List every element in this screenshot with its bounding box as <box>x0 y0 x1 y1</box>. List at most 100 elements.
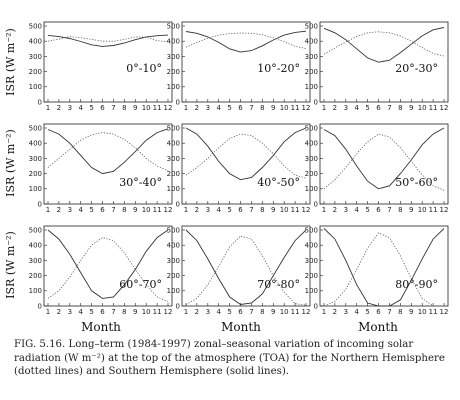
x-tick-label: 9 <box>133 206 137 214</box>
x-tick-label: 10 <box>280 104 289 112</box>
y-tick-label: 0 <box>176 98 180 106</box>
x-tick-label: 3 <box>344 104 348 112</box>
panel-frame <box>181 225 311 307</box>
x-tick-label: 12 <box>302 104 311 112</box>
x-tick-label: 7 <box>111 206 115 214</box>
x-tick-label: 6 <box>238 308 243 316</box>
panel-frame <box>181 21 311 103</box>
series-southern-hemisphere <box>323 127 445 190</box>
y-tick-label: 0 <box>176 200 180 208</box>
panel-frame <box>319 123 449 205</box>
x-tick-label: 1 <box>322 206 326 214</box>
panel-frame <box>43 225 173 307</box>
x-tick-label: 5 <box>227 104 231 112</box>
y-tick-label: 500 <box>167 226 180 234</box>
y-tick-label: 200 <box>305 68 318 76</box>
y-tick-label: 100 <box>29 185 42 193</box>
y-tick-label: 0 <box>314 98 318 106</box>
x-tick-label: 4 <box>216 104 221 112</box>
x-tick-label: 11 <box>291 104 300 112</box>
x-tick-label: 1 <box>322 104 326 112</box>
y-tick-label: 300 <box>29 53 42 61</box>
x-tick-label: 12 <box>440 206 449 214</box>
y-tick-label: 100 <box>305 287 318 295</box>
x-tick-label: 2 <box>333 104 337 112</box>
y-tick-label: 500 <box>305 226 318 234</box>
series-northern-hemisphere <box>47 36 169 43</box>
x-tick-label: 3 <box>206 206 210 214</box>
panel-title: 40°-50° <box>257 176 300 189</box>
x-tick-label: 8 <box>122 308 126 316</box>
x-axis-label-col-2: Month <box>221 320 261 334</box>
x-tick-label: 6 <box>100 206 105 214</box>
panel-title: 60°-70° <box>119 278 162 291</box>
x-tick-label: 4 <box>354 308 359 316</box>
y-axis-label-row-2: ISR (W m⁻²) <box>4 129 17 197</box>
x-tick-label: 1 <box>184 308 188 316</box>
x-tick-label: 3 <box>344 308 348 316</box>
x-tick-label: 6 <box>376 104 381 112</box>
series-northern-hemisphere <box>185 32 307 49</box>
x-tick-label: 6 <box>376 308 381 316</box>
series-southern-hemisphere <box>185 229 307 305</box>
x-tick-label: 11 <box>153 308 162 316</box>
y-tick-label: 400 <box>29 140 42 148</box>
x-tick-label: 12 <box>440 308 449 316</box>
y-tick-label: 200 <box>167 68 180 76</box>
y-axis-label-row-1: ISR (W m⁻²) <box>4 28 17 96</box>
x-tick-label: 1 <box>322 308 326 316</box>
y-tick-label: 300 <box>305 257 318 265</box>
x-tick-label: 5 <box>365 206 369 214</box>
x-tick-label: 2 <box>57 206 61 214</box>
panel-frame <box>319 21 449 103</box>
y-tick-label: 500 <box>167 124 180 132</box>
y-tick-label: 100 <box>167 83 180 91</box>
x-tick-label: 4 <box>78 104 83 112</box>
x-tick-label: 7 <box>387 206 391 214</box>
series-southern-hemisphere <box>323 27 445 63</box>
x-tick-label: 6 <box>100 308 105 316</box>
x-tick-label: 8 <box>260 104 264 112</box>
x-tick-label: 2 <box>333 308 337 316</box>
x-tick-label: 7 <box>111 104 115 112</box>
x-tick-label: 12 <box>302 206 311 214</box>
y-tick-label: 200 <box>29 68 42 76</box>
x-tick-label: 5 <box>89 308 93 316</box>
x-tick-label: 7 <box>111 308 115 316</box>
y-tick-label: 200 <box>29 272 42 280</box>
y-tick-label: 400 <box>305 242 318 250</box>
x-tick-label: 10 <box>280 206 289 214</box>
x-tick-label: 9 <box>271 206 275 214</box>
y-tick-label: 100 <box>305 83 318 91</box>
series-southern-hemisphere <box>47 229 169 299</box>
y-tick-label: 300 <box>167 155 180 163</box>
x-tick-label: 10 <box>142 104 151 112</box>
x-tick-label: 12 <box>164 104 173 112</box>
x-tick-label: 11 <box>291 206 300 214</box>
panel-frame <box>319 225 449 307</box>
panel-title: 50°-60° <box>395 176 438 189</box>
x-tick-label: 1 <box>184 104 188 112</box>
series-northern-hemisphere <box>323 232 444 307</box>
x-tick-label: 5 <box>365 308 369 316</box>
x-tick-label: 9 <box>409 104 413 112</box>
y-tick-label: 200 <box>167 170 180 178</box>
series-southern-hemisphere <box>47 34 169 47</box>
panel-title: 70°-80° <box>257 278 300 291</box>
x-tick-label: 4 <box>78 206 83 214</box>
x-tick-label: 10 <box>142 308 151 316</box>
x-tick-label: 11 <box>291 308 300 316</box>
x-tick-label: 5 <box>89 206 93 214</box>
x-tick-label: 1 <box>46 206 50 214</box>
x-tick-label: 6 <box>100 104 105 112</box>
x-tick-label: 7 <box>387 308 391 316</box>
y-tick-label: 300 <box>305 155 318 163</box>
y-tick-label: 100 <box>305 185 318 193</box>
x-tick-label: 3 <box>344 206 348 214</box>
